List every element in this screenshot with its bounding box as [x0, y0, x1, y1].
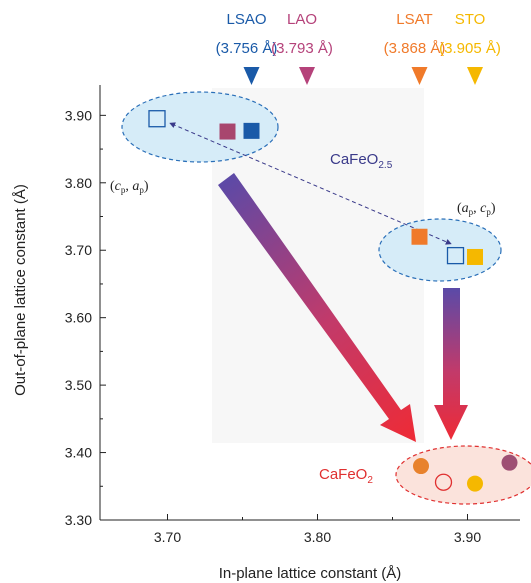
cp-ap-comma: ,	[125, 179, 132, 194]
cp-ap-open: (	[110, 179, 115, 194]
substrate-marker-sto	[467, 67, 483, 85]
circle-marker	[467, 475, 483, 492]
cp-ap-label: (cp, ap)	[110, 179, 149, 195]
cp-ap-close: )	[144, 179, 149, 194]
circle-marker	[434, 473, 453, 491]
y-tick-label: 3.80	[65, 175, 92, 191]
data-markers	[148, 110, 518, 492]
ap-cp-close: )	[491, 201, 496, 216]
y-tick-label: 3.70	[65, 242, 92, 258]
cp-ap-a-sub: p	[139, 185, 144, 195]
cafeo2-ellipse	[395, 445, 531, 505]
square-marker	[467, 248, 483, 265]
substrate-marker-lsao	[243, 67, 260, 85]
x-tick-label: 3.70	[154, 529, 181, 545]
substrate-marker-lao	[299, 67, 315, 85]
ap-cp-a-sub: p	[469, 207, 474, 217]
square-marker	[219, 123, 236, 140]
ap-cp-comma: ,	[473, 201, 480, 216]
y-axis-title: Out-of-plane lattice constant (Å)	[12, 184, 29, 396]
substrate-name-lsat: LSAT	[396, 11, 432, 28]
vertical-transform-arrow	[434, 288, 468, 440]
circle-marker	[501, 454, 518, 471]
square-marker	[446, 246, 465, 265]
x-axis-title: In-plane lattice constant (Å)	[219, 565, 402, 582]
cp-ap-c-sub: p	[121, 185, 126, 195]
cafeo25-label-main: CaFeO	[330, 151, 378, 168]
substrate-value-lsao: (3.756 Å)	[216, 40, 278, 57]
substrate-value-lao: (3.793 Å)	[271, 40, 333, 57]
diagonal-transform-arrow	[218, 173, 416, 442]
cafeo2-label: CaFeO2	[319, 466, 373, 486]
dashed-connector	[169, 122, 452, 245]
y-tick-label: 3.50	[65, 377, 92, 393]
square-marker	[411, 228, 428, 245]
substrate-name-lao: LAO	[287, 11, 317, 28]
substrate-name-lsao: LSAO	[226, 11, 266, 28]
cp-ap-a: a	[132, 179, 139, 194]
y-tick-label: 3.90	[65, 107, 92, 123]
substrate-marker-lsat	[411, 67, 428, 85]
cafeo25-label-sub: 2.5	[378, 160, 392, 171]
substrate-value-sto: (3.905 Å)	[439, 40, 501, 57]
square-marker	[148, 110, 166, 128]
substrate-name-sto: STO	[455, 11, 486, 28]
y-tick-label: 3.30	[65, 512, 92, 528]
x-tick-label: 3.80	[304, 529, 331, 545]
cafeo25-label: CaFeO2.5	[330, 151, 393, 171]
cp-ap-c: c	[115, 179, 122, 194]
square-marker	[243, 122, 260, 139]
substrate-value-lsat: (3.868 Å)	[384, 40, 446, 57]
substrate-labels: LSAO (3.756 Å) LAO (3.793 Å) LSAT (3.868 Å) ST…	[216, 11, 501, 85]
cafeo2-label-main: CaFeO	[319, 466, 367, 483]
cafeo2-label-sub: 2	[367, 475, 373, 486]
ap-cp-c-sub: p	[486, 207, 491, 217]
ap-cp-label: (ap, cp)	[457, 201, 496, 217]
axes: 3.30 3.40 3.50 3.60 3.70 3.80 3.90 3.70 3.80 3.90	[65, 85, 520, 545]
y-tick-label: 3.60	[65, 310, 92, 326]
x-tick-label: 3.90	[454, 529, 481, 545]
ap-cp-a: a	[462, 201, 469, 216]
ap-cp-open: (	[457, 201, 462, 216]
ap-cp-c: c	[480, 201, 487, 216]
y-tick-label: 3.40	[65, 445, 92, 461]
circle-marker	[413, 458, 429, 475]
